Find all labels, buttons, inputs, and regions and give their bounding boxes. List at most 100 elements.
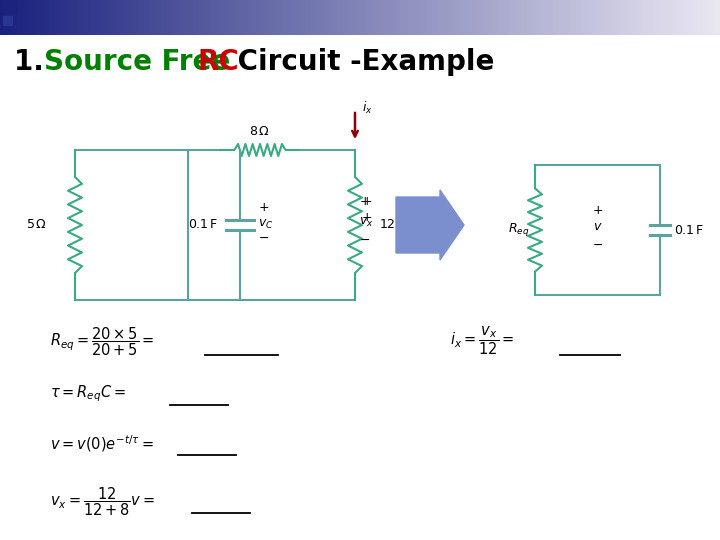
Bar (194, 0, 199, 35)
Text: Source Free: Source Free (44, 48, 240, 76)
Bar (504, 0, 508, 35)
Bar (684, 0, 688, 35)
Bar (25, 0, 30, 35)
Bar (486, 0, 490, 35)
Text: $+$: $+$ (359, 195, 370, 208)
Bar (227, 0, 231, 35)
Bar (169, 0, 174, 35)
Bar (616, 0, 620, 35)
Bar (540, 0, 544, 35)
Bar (526, 0, 530, 35)
Bar (310, 0, 314, 35)
Bar (230, 0, 235, 35)
Bar (299, 0, 303, 35)
Bar (601, 0, 606, 35)
Bar (342, 0, 346, 35)
Text: Circuit -Example: Circuit -Example (228, 48, 495, 76)
Bar (432, 0, 436, 35)
Bar (202, 0, 206, 35)
Bar (61, 0, 66, 35)
Bar (356, 0, 361, 35)
Bar (83, 0, 87, 35)
Bar (187, 0, 192, 35)
Bar (140, 0, 145, 35)
Text: $0.1\,\text{F}$: $0.1\,\text{F}$ (674, 224, 704, 237)
Bar (234, 0, 238, 35)
Bar (652, 0, 656, 35)
Bar (396, 0, 400, 35)
Bar (0, 0, 4, 35)
Bar (457, 0, 462, 35)
Bar (3, 1, 17, 12)
Bar (583, 0, 588, 35)
Bar (209, 0, 213, 35)
Bar (331, 0, 336, 35)
Bar (112, 0, 116, 35)
Bar (446, 0, 451, 35)
Bar (475, 0, 480, 35)
Bar (11, 0, 15, 35)
Bar (176, 0, 181, 35)
Bar (54, 0, 58, 35)
Bar (151, 0, 156, 35)
Bar (558, 0, 562, 35)
Bar (533, 0, 537, 35)
Bar (666, 0, 670, 35)
Bar (706, 0, 710, 35)
Bar (36, 0, 40, 35)
Bar (522, 0, 526, 35)
Bar (108, 0, 112, 35)
Bar (691, 0, 696, 35)
Bar (680, 0, 685, 35)
Bar (623, 0, 627, 35)
Bar (536, 0, 541, 35)
Bar (173, 0, 177, 35)
Bar (252, 0, 256, 35)
Bar (133, 0, 138, 35)
Bar (605, 0, 609, 35)
Bar (259, 0, 264, 35)
Bar (371, 0, 375, 35)
Bar (302, 0, 307, 35)
Bar (313, 0, 318, 35)
Bar (464, 0, 469, 35)
Bar (364, 0, 368, 35)
Bar (245, 0, 249, 35)
Bar (436, 0, 440, 35)
Bar (115, 0, 120, 35)
Bar (158, 0, 163, 35)
Bar (346, 0, 350, 35)
Bar (392, 0, 397, 35)
Bar (216, 0, 220, 35)
Bar (349, 0, 354, 35)
Bar (479, 0, 483, 35)
Bar (389, 0, 393, 35)
Bar (338, 0, 343, 35)
Bar (97, 0, 102, 35)
Bar (554, 0, 559, 35)
Bar (670, 0, 674, 35)
Bar (497, 0, 501, 35)
Bar (569, 0, 573, 35)
Bar (40, 0, 44, 35)
Bar (544, 0, 548, 35)
Bar (148, 0, 152, 35)
Bar (662, 0, 667, 35)
Bar (284, 0, 289, 35)
Bar (551, 0, 555, 35)
Bar (659, 0, 663, 35)
Bar (18, 0, 22, 35)
Text: $0.1\,\text{F}$: $0.1\,\text{F}$ (188, 219, 218, 232)
Bar (101, 0, 105, 35)
Bar (317, 0, 321, 35)
Bar (418, 0, 422, 35)
Bar (443, 0, 447, 35)
Bar (3, 16, 12, 25)
Bar (637, 0, 642, 35)
Bar (490, 0, 494, 35)
Bar (212, 0, 217, 35)
Bar (716, 0, 720, 35)
Bar (86, 0, 91, 35)
Bar (713, 0, 717, 35)
Bar (50, 0, 55, 35)
